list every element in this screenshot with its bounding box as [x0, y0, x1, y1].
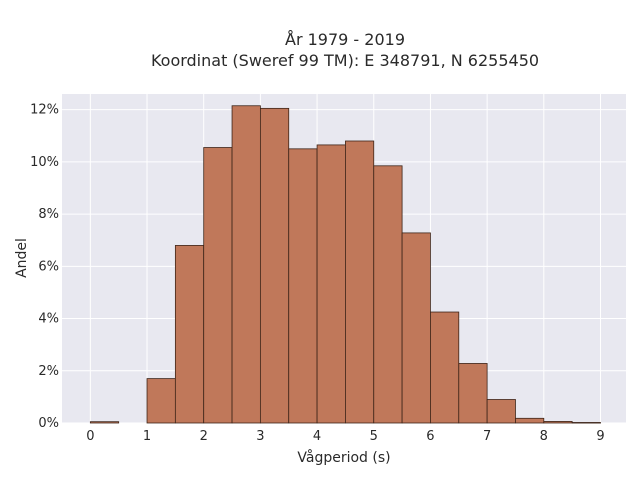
histogram-bar	[430, 311, 460, 424]
y-tick-label: 8%	[38, 207, 59, 222]
histogram-bar	[543, 421, 573, 424]
x-tick-label: 9	[596, 429, 604, 444]
y-tick-label: 12%	[30, 103, 59, 118]
histogram-bar	[259, 107, 290, 424]
histogram-bar	[146, 378, 176, 424]
y-tick-label: 4%	[38, 312, 59, 327]
x-tick-label: 0	[86, 429, 94, 444]
chart-title-line-2: Koordinat (Sweref 99 TM): E 348791, N 62…	[151, 51, 539, 70]
x-axis-label: Vågperiod (s)	[297, 449, 390, 466]
histogram-bar	[571, 422, 601, 424]
histogram-bar	[174, 245, 205, 424]
y-axis-label: Andel	[14, 238, 30, 278]
x-tick-label: 7	[483, 429, 491, 444]
chart-title: År 1979 - 2019 Koordinat (Sweref 99 TM):…	[151, 30, 539, 70]
x-axis-ticks: 0 1 2 3 4 5 6 7 8 9	[86, 429, 604, 444]
y-tick-label: 6%	[38, 259, 59, 274]
histogram-bar	[288, 148, 318, 424]
y-axis-ticks: 0% 2% 4% 6% 8% 10% 12%	[30, 103, 59, 431]
histogram-bar	[345, 140, 375, 424]
histogram-bar	[89, 421, 120, 424]
histogram-bar	[486, 399, 516, 424]
histogram-bar	[458, 363, 488, 424]
histogram-bar	[316, 144, 346, 424]
chart-title-line-1: År 1979 - 2019	[285, 30, 405, 49]
histogram-bar	[515, 417, 545, 424]
y-tick-label: 0%	[38, 416, 59, 431]
bars	[89, 105, 601, 424]
histogram-bar	[203, 147, 233, 424]
x-tick-label: 2	[200, 429, 208, 444]
x-tick-label: 4	[313, 429, 321, 444]
histogram-bar	[401, 232, 431, 424]
x-tick-label: 8	[540, 429, 548, 444]
histogram-bar	[231, 105, 261, 424]
x-tick-label: 6	[426, 429, 434, 444]
y-tick-label: 10%	[30, 155, 59, 170]
x-tick-label: 5	[370, 429, 378, 444]
x-tick-label: 3	[256, 429, 264, 444]
x-tick-label: 1	[143, 429, 151, 444]
histogram-bar	[373, 165, 403, 424]
y-tick-label: 2%	[38, 364, 59, 379]
